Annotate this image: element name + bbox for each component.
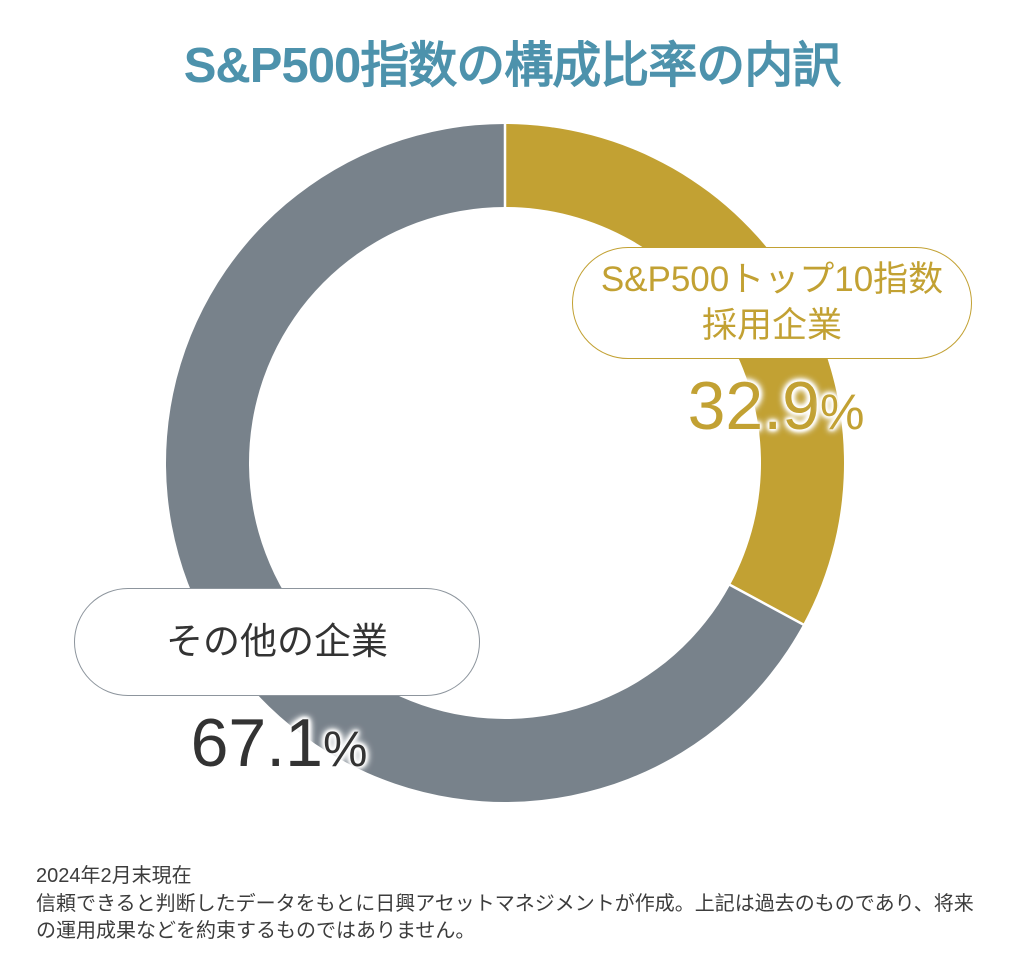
value-others-number: 67.1 [190, 705, 323, 781]
value-top10-number: 32.9 [687, 368, 820, 444]
label-others-line1: その他の企業 [166, 621, 388, 662]
disclaimer-line1: 信頼できると判断したデータをもとに日興アセットマネジメントが作成。上記は過去のも… [36, 892, 974, 915]
label-top10-line2: 採用企業 [701, 306, 842, 345]
source-note: 2024年2月末現在 信頼できると判断したデータをもとに日興アセットマネジメント… [36, 863, 996, 946]
value-others-unit: % [322, 721, 368, 777]
disclaimer-line2: の運用成果などを約束するものではありません。 [36, 920, 476, 942]
value-others: 67.1% [191, 709, 368, 783]
label-pill-top10: S&P500トップ10指数 採用企業 [572, 247, 972, 359]
value-top10: 32.9% [688, 372, 865, 446]
chart-title: S&P500指数の構成比率の内訳 [183, 39, 842, 93]
value-top10-unit: % [819, 384, 865, 440]
label-pill-others: その他の企業 [74, 588, 480, 696]
as-of-date: 2024年2月末現在 [36, 865, 192, 887]
slice-separator [727, 582, 806, 627]
label-top10-line1: S&P500トップ10指数 [600, 260, 944, 299]
